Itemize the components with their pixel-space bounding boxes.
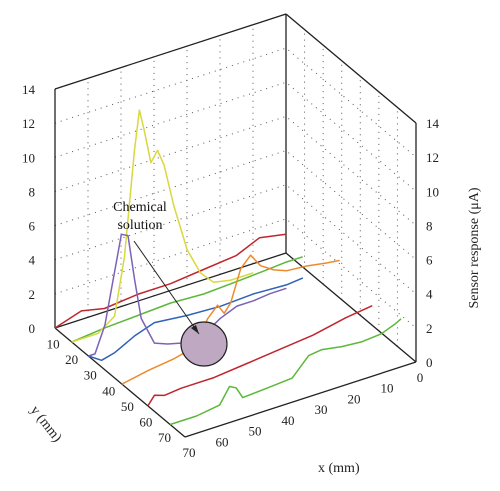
- grid: [54, 13, 417, 347]
- z-tick-left: 0: [29, 321, 36, 336]
- chemical-solution-blob: [180, 321, 228, 367]
- frame: [54, 13, 417, 438]
- annotation-arrow: [133, 240, 200, 335]
- z-tick-left: 10: [22, 150, 35, 165]
- z-tick-right: 6: [426, 253, 433, 268]
- series-line-2: [71, 109, 254, 343]
- z-tick-right: 2: [426, 321, 433, 336]
- y-tick: 40: [102, 383, 115, 398]
- z-tick-left: 14: [22, 82, 36, 97]
- grid-line-z: [54, 115, 417, 226]
- grid-line-z: [54, 150, 417, 260]
- series-lines: [54, 109, 402, 426]
- z-tick-left: 4: [29, 253, 36, 268]
- z-tick-right: 12: [426, 150, 439, 165]
- series-line-0: [54, 233, 287, 329]
- x-tick: 40: [282, 413, 295, 428]
- z-tick-left: 6: [29, 219, 36, 234]
- x-tick: 10: [381, 381, 394, 396]
- z-tick-right: 0: [426, 355, 433, 370]
- x-tick: 50: [249, 424, 262, 439]
- series-line-7: [169, 318, 402, 426]
- grid-line-z: [54, 184, 417, 295]
- frame-edge: [54, 327, 186, 438]
- x-axis-label: x (mm): [318, 461, 360, 476]
- y-axis-label: y (mm): [27, 403, 65, 445]
- annotation-line-1: Chemical: [113, 200, 167, 215]
- z-axis-label: Sensor response (μA): [467, 187, 482, 308]
- x-tick: 20: [348, 391, 361, 406]
- grid-line-z: [54, 81, 417, 192]
- frame-edge: [184, 361, 417, 438]
- y-tick: 70: [158, 430, 171, 445]
- x-tick: 60: [216, 434, 229, 449]
- annotation: Chemical solution: [113, 200, 228, 367]
- series-line-4: [88, 233, 287, 357]
- z-tick-right: 10: [426, 184, 439, 199]
- grid-line-z: [54, 218, 417, 329]
- z-ticks-left: 0 2 4 6 8 10 12 14: [22, 82, 36, 336]
- frame-edge: [285, 13, 417, 124]
- frame-edge: [54, 13, 287, 90]
- z-tick-left: 2: [29, 287, 36, 302]
- x-ticks: 70 60 50 40 30 20 10 0: [183, 370, 424, 460]
- z-ticks-right: 0 2 4 6 8 10 12 14: [426, 116, 440, 370]
- x-tick: 70: [183, 445, 196, 460]
- frame-edge: [285, 252, 417, 363]
- z-tick-right: 4: [426, 287, 433, 302]
- arrowhead: [191, 325, 199, 334]
- y-tick: 60: [139, 414, 152, 429]
- annotation-line-2: solution: [117, 218, 162, 233]
- frame-edge: [54, 252, 287, 329]
- y-tick: 30: [84, 368, 97, 383]
- series-line-5: [121, 254, 340, 385]
- series-line-3: [88, 277, 304, 362]
- z-tick-left: 8: [29, 184, 36, 199]
- y-tick: 20: [65, 352, 78, 367]
- y-ticks: 10 20 30 40 50 60 70: [47, 337, 171, 445]
- x-tick: 30: [315, 402, 328, 417]
- z-tick-left: 12: [22, 116, 35, 131]
- z-tick-right: 14: [426, 116, 440, 131]
- y-tick: 50: [121, 399, 134, 414]
- series-line-1: [71, 256, 303, 343]
- grid-line-z: [54, 47, 417, 158]
- series-line-6: [147, 305, 373, 407]
- z-tick-right: 8: [426, 218, 433, 233]
- x-tick: 0: [417, 370, 424, 385]
- y-tick: 10: [47, 337, 60, 352]
